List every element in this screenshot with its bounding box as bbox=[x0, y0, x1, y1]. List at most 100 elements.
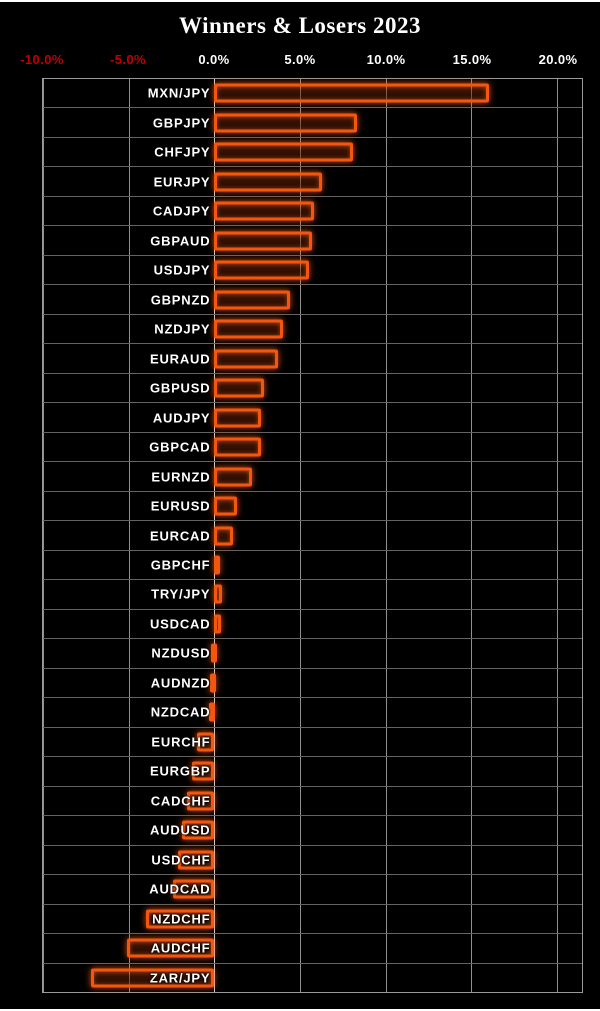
x-axis-tick: -5.0% bbox=[110, 52, 146, 67]
bar-row: ZAR/JPY bbox=[43, 964, 582, 992]
bar-row: USDCHF bbox=[43, 846, 582, 876]
bar-row: AUDUSD bbox=[43, 816, 582, 846]
gridline-vertical bbox=[385, 79, 387, 992]
bar-label: AUDCHF bbox=[150, 940, 211, 956]
gridline-vertical bbox=[128, 79, 130, 992]
bar-rows: MXN/JPY GBPJPY CHFJPY EURJPY CADJPY GBPAUD USD… bbox=[43, 79, 582, 992]
bar-positive bbox=[214, 319, 283, 339]
bar-label: GBPCHF bbox=[150, 557, 211, 573]
bar-positive bbox=[214, 113, 357, 133]
gridline-vertical bbox=[557, 79, 559, 992]
bar-row: NZDCAD bbox=[43, 698, 582, 728]
bar-row: CADJPY bbox=[43, 197, 582, 227]
bar-negative bbox=[181, 820, 215, 840]
bar-negative bbox=[173, 879, 215, 899]
gridline-vertical bbox=[471, 79, 473, 992]
bar-negative bbox=[192, 761, 215, 781]
bar-label: CADJPY bbox=[152, 203, 211, 219]
bar-positive bbox=[214, 231, 313, 251]
bar-row: CHFJPY bbox=[43, 138, 582, 168]
bar-positive bbox=[214, 260, 309, 280]
bar-label: EURUSD bbox=[150, 498, 211, 514]
bar-positive bbox=[214, 555, 221, 575]
bar-label: AUDJPY bbox=[152, 410, 211, 426]
bar-negative bbox=[90, 968, 215, 988]
bar-label: NZDUSD bbox=[151, 645, 211, 661]
bar-row: GBPCAD bbox=[43, 433, 582, 463]
bar-negative bbox=[178, 850, 215, 870]
bar-label: AUDNZD bbox=[150, 675, 211, 691]
bar-label: AUDUSD bbox=[149, 822, 211, 838]
bar-label: AUDCAD bbox=[149, 881, 211, 897]
bar-positive bbox=[214, 201, 314, 221]
bar-positive bbox=[214, 437, 261, 457]
bar-row: USDCAD bbox=[43, 610, 582, 640]
bar-label: GBPUSD bbox=[149, 380, 211, 396]
bar-row: MXN/JPY bbox=[43, 79, 582, 109]
bar-row: AUDCAD bbox=[43, 875, 582, 905]
bar-label: EURCHF bbox=[151, 734, 211, 750]
bar-row: GBPCHF bbox=[43, 551, 582, 581]
bar-positive bbox=[214, 378, 265, 398]
bar-row: TRY/JPY bbox=[43, 580, 582, 610]
bar-row: EURAUD bbox=[43, 344, 582, 374]
bar-row: EURGBP bbox=[43, 757, 582, 787]
bar-label: USDJPY bbox=[153, 262, 211, 278]
bar-row: AUDJPY bbox=[43, 403, 582, 433]
bar-label: USDCHF bbox=[151, 852, 211, 868]
x-axis-tick: 20.0% bbox=[538, 52, 578, 67]
bar-label: TRY/JPY bbox=[151, 586, 211, 602]
bar-label: EURGBP bbox=[149, 763, 211, 779]
plot-area: MXN/JPY GBPJPY CHFJPY EURJPY CADJPY GBPAUD USD… bbox=[42, 78, 583, 993]
gridline-vertical bbox=[43, 79, 44, 992]
bar-label: MXN/JPY bbox=[147, 85, 211, 101]
bar-row: NZDUSD bbox=[43, 639, 582, 669]
bar-positive bbox=[214, 467, 253, 487]
bar-negative bbox=[210, 673, 217, 693]
bar-label: EURCAD bbox=[149, 528, 211, 543]
bar-label: NZDJPY bbox=[154, 321, 211, 337]
bar-row: USDJPY bbox=[43, 256, 582, 286]
bar-row: GBPUSD bbox=[43, 374, 582, 404]
bar-label: GBPNZD bbox=[150, 292, 211, 308]
bar-row: GBPJPY bbox=[43, 108, 582, 138]
bar-row: CADCHF bbox=[43, 787, 582, 817]
bar-positive bbox=[214, 83, 489, 103]
bar-positive bbox=[214, 496, 237, 516]
bar-positive bbox=[214, 290, 290, 310]
bar-row: GBPNZD bbox=[43, 285, 582, 315]
bar-row: AUDNZD bbox=[43, 669, 582, 699]
bar-negative bbox=[210, 643, 217, 663]
bar-row: NZDJPY bbox=[43, 315, 582, 345]
bar-label: EURNZD bbox=[151, 469, 211, 485]
bar-label: GBPAUD bbox=[150, 233, 211, 249]
bar-row: EURJPY bbox=[43, 167, 582, 197]
bar-label: ZAR/JPY bbox=[149, 970, 211, 986]
bar-label: CADCHF bbox=[150, 793, 211, 809]
x-axis-tick: 15.0% bbox=[452, 52, 492, 67]
x-axis-tick: 10.0% bbox=[366, 52, 406, 67]
x-axis-tick: 0.0% bbox=[198, 52, 230, 67]
bar-negative bbox=[126, 938, 215, 958]
bar-label: NZDCAD bbox=[150, 704, 211, 720]
bar-positive bbox=[214, 614, 222, 634]
bar-row: NZDCHF bbox=[43, 905, 582, 935]
bar-positive bbox=[214, 408, 261, 428]
bar-negative bbox=[186, 791, 215, 811]
bar-negative bbox=[197, 732, 215, 752]
bar-positive bbox=[214, 142, 354, 162]
bar-label: USDCAD bbox=[149, 616, 211, 632]
bar-negative bbox=[209, 702, 216, 722]
bar-row: EURNZD bbox=[43, 462, 582, 492]
bar-positive bbox=[214, 526, 234, 545]
bar-label: GBPCAD bbox=[149, 439, 211, 455]
bar-label: EURAUD bbox=[149, 351, 211, 367]
bar-positive bbox=[214, 349, 278, 369]
bar-row: EURCAD bbox=[43, 521, 582, 551]
bar-positive bbox=[214, 172, 323, 192]
chart-title: Winners & Losers 2023 bbox=[179, 13, 421, 38]
bar-label: NZDCHF bbox=[152, 911, 211, 927]
bar-label: EURJPY bbox=[153, 174, 211, 190]
bar-row: EURCHF bbox=[43, 728, 582, 758]
